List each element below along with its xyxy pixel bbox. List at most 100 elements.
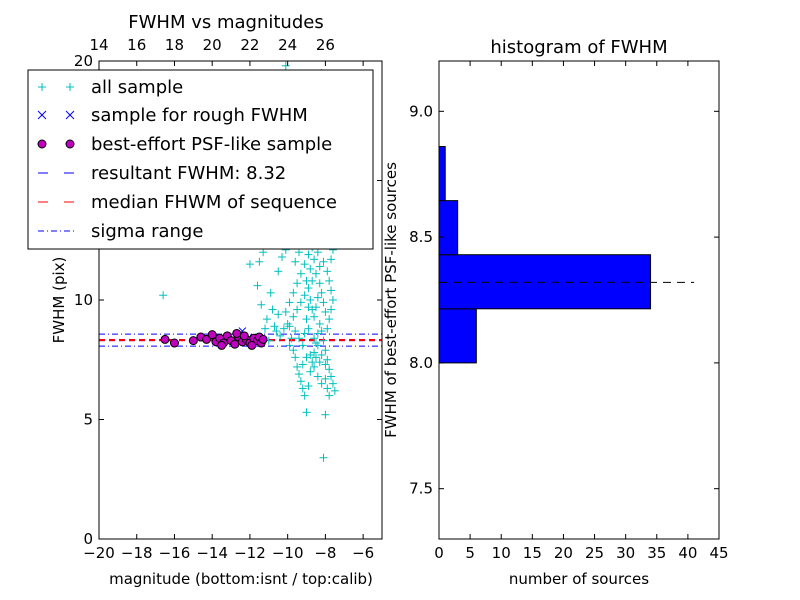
point-plus	[306, 296, 315, 304]
point-plus	[323, 267, 332, 276]
point-plus	[293, 279, 302, 288]
legend-label-all-sample: all sample	[91, 77, 183, 98]
point-plus	[311, 353, 320, 362]
series-2	[160, 328, 268, 350]
legend-entry-median: median FHWM of sequence	[38, 192, 337, 213]
top-tick-label: 16	[127, 36, 146, 54]
top-tick-label: 26	[316, 36, 335, 54]
histogram-bar-3	[438, 146, 446, 202]
point-plus	[315, 358, 324, 367]
point-plus	[317, 350, 326, 359]
point-plus	[298, 341, 307, 350]
legend-entry-sigma: sigma range	[38, 221, 203, 242]
histogram-bars	[438, 146, 652, 364]
point-plus	[278, 252, 287, 261]
legend-box	[27, 69, 374, 250]
legend-label-psf-sample: best-effort PSF-like sample	[91, 134, 332, 155]
legend-entry-rough-sample: sample for rough FWHM	[37, 105, 308, 126]
point-plus	[294, 248, 303, 257]
point-circle	[239, 331, 249, 341]
point-plus	[289, 346, 298, 355]
hist-x-tick-label: 0	[434, 544, 444, 562]
point-plus	[323, 324, 332, 333]
point-plus	[296, 269, 305, 278]
point-plus	[317, 327, 326, 336]
point-plus	[285, 322, 294, 331]
x-tick-label: −18	[121, 544, 153, 562]
point-plus	[266, 288, 275, 297]
point-plus	[291, 257, 300, 266]
point-plus	[321, 346, 330, 355]
point-plus	[315, 262, 324, 271]
point-plus	[298, 360, 307, 369]
point-plus	[300, 391, 309, 400]
point-plus	[268, 305, 277, 314]
point-plus	[304, 324, 313, 333]
point-plus	[328, 379, 337, 388]
histogram-x-axis-label: number of sources	[509, 570, 649, 588]
point-plus	[294, 370, 303, 379]
point-plus	[276, 331, 285, 340]
point-plus	[300, 329, 309, 338]
point-plus	[328, 296, 337, 304]
legend-entry-psf-sample: best-effort PSF-like sample	[37, 134, 332, 155]
scatter-x-ticks: −20 −18 −16 −14 −12 −10 −8 −6	[83, 61, 374, 562]
point-plus	[287, 334, 296, 343]
histogram-bar-0	[438, 308, 477, 364]
point-plus	[321, 374, 330, 383]
point-circle	[202, 334, 212, 344]
legend-label-resultant: resultant FWHM: 8.32	[91, 163, 286, 184]
legend-entry-all-sample: all sample	[38, 77, 183, 98]
point-circle	[258, 334, 268, 344]
legend-entry-resultant: resultant FWHM: 8.32	[38, 163, 286, 184]
point-plus	[315, 319, 324, 328]
point-plus	[261, 324, 270, 333]
point-plus	[310, 362, 319, 371]
point-plus	[321, 360, 330, 369]
point-plus	[315, 279, 324, 288]
histogram-y-axis-label: FWHM of best-effort PSF-like sources	[382, 162, 400, 438]
point-plus	[296, 298, 305, 307]
point-plus	[313, 248, 322, 257]
x-tick-label: −14	[196, 544, 228, 562]
point-plus	[321, 307, 330, 316]
hist-x-tick-label: 15	[523, 544, 542, 562]
hist-x-tick-label: 20	[554, 544, 573, 562]
point-plus	[289, 288, 298, 297]
x-tick-label: −20	[83, 544, 115, 562]
point-plus	[259, 248, 268, 257]
legend-marker-circle	[37, 139, 75, 149]
point-plus	[306, 264, 315, 273]
point-plus	[274, 267, 283, 276]
point-plus	[313, 293, 322, 302]
legend-label-sigma: sigma range	[91, 221, 203, 242]
y-tick-label: 20	[74, 52, 93, 70]
point-plus	[304, 250, 313, 259]
point-circle	[232, 328, 242, 338]
point-plus	[281, 61, 290, 70]
point-plus	[274, 310, 283, 319]
point-plus	[289, 312, 298, 321]
point-plus	[270, 322, 279, 331]
point-plus	[293, 362, 302, 371]
legend-marker-x	[37, 110, 75, 120]
point-circle	[247, 340, 257, 350]
y-tick-label: 0	[83, 530, 93, 548]
point-plus	[298, 384, 307, 393]
point-plus	[311, 269, 320, 278]
y-tick-label: 5	[83, 411, 93, 429]
point-plus	[306, 367, 315, 376]
point-plus	[302, 408, 311, 417]
point-plus	[262, 315, 271, 324]
point-plus	[327, 372, 336, 381]
point-circle	[169, 338, 179, 348]
hist-x-tick-label: 10	[492, 544, 511, 562]
hist-x-tick-label: 25	[585, 544, 604, 562]
hist-x-tick-label: 40	[678, 544, 697, 562]
histogram-y-ticks: 7.5 8.0 8.5 9.0	[409, 102, 719, 498]
point-circle	[207, 330, 217, 340]
point-plus	[323, 355, 332, 364]
histogram-bar-1	[438, 254, 652, 310]
point-plus	[285, 341, 294, 350]
